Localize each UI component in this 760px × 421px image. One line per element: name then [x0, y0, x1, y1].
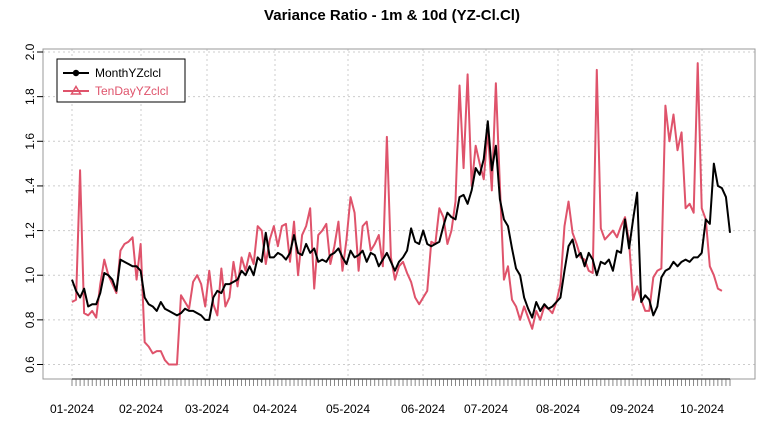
y-tick-label: 1.6: [23, 133, 37, 150]
y-tick-label: 1.8: [23, 88, 37, 105]
series-line-TenDayYZclcl: [71, 62, 723, 366]
x-tick-label: 04-2024: [253, 402, 297, 416]
legend-marker-tenday: [70, 85, 82, 95]
legend-label-tenday: TenDayYZclcl: [95, 84, 168, 98]
grid: [43, 49, 755, 379]
legend-label-month: MonthYZclcl: [95, 66, 161, 80]
y-tick-label: 0.8: [23, 311, 37, 328]
y-tick-label: 1.0: [23, 267, 37, 284]
axes: 0.6 0.8 1.0 1.2 1.4 1.6 1.8 2.0 01-2024 02-2024 03…: [23, 43, 731, 416]
series-line-MonthYZclcl: [71, 120, 731, 321]
x-tick-label: 06-2024: [401, 402, 445, 416]
x-tick-label: 09-2024: [610, 402, 654, 416]
y-tick-label: 1.2: [23, 222, 37, 239]
x-tick-label: 08-2024: [536, 402, 580, 416]
chart-title: Variance Ratio - 1m & 10d (YZ-Cl.Cl): [264, 7, 520, 24]
y-tick-label: 1.4: [23, 177, 37, 194]
x-tick-label: 10-2024: [680, 402, 724, 416]
x-tick-label: 07-2024: [464, 402, 508, 416]
y-tick-label: 0.6: [23, 356, 37, 373]
y-tick-label: 2.0: [23, 43, 37, 60]
x-tick-label: 03-2024: [185, 402, 229, 416]
x-tick-label: 01-2024: [50, 402, 94, 416]
legend-box: [56, 58, 186, 103]
legend-marker-month: [72, 69, 80, 77]
x-tick-label: 02-2024: [119, 402, 163, 416]
x-tick-label: 05-2024: [326, 402, 370, 416]
legend: MonthYZclcl TenDayYZclcl: [56, 58, 186, 103]
series-lines: [71, 62, 731, 366]
